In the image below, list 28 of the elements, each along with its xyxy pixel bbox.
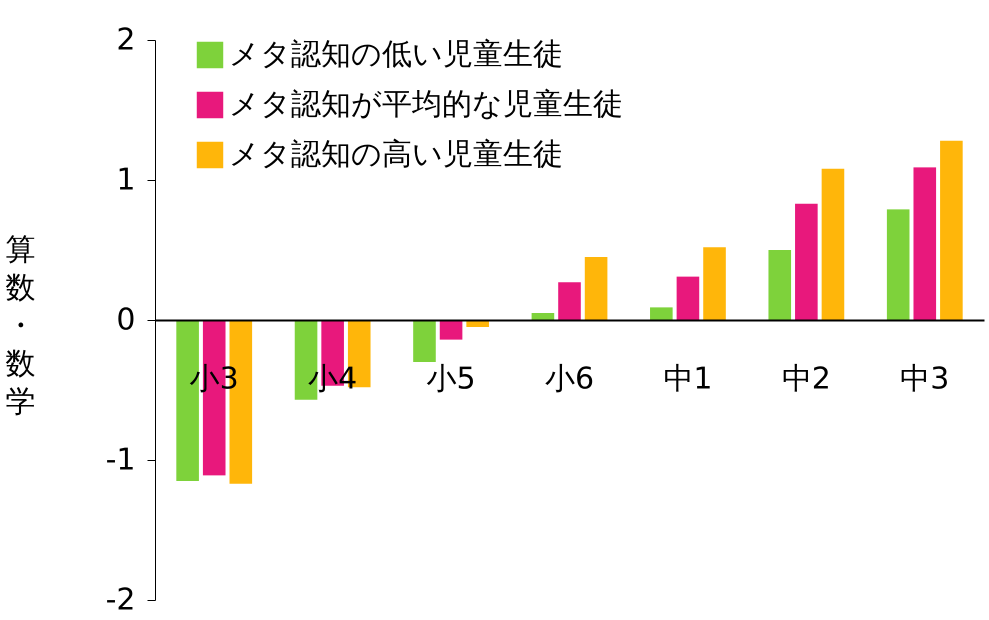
x-tick-label: 中2: [782, 362, 831, 396]
bar: [650, 307, 673, 320]
bar: [676, 276, 700, 320]
y-tick-label: 2: [116, 22, 136, 58]
x-tick-label: 小6: [544, 362, 594, 396]
y-tick-label: 0: [116, 302, 136, 338]
bar: [558, 282, 581, 320]
legend-label: メタ認知の低い児童生徒: [229, 37, 563, 72]
bar: [795, 204, 818, 320]
bar: [822, 168, 844, 320]
bar: [886, 209, 910, 320]
x-tick-label: 小5: [426, 362, 476, 396]
bar: [532, 313, 554, 320]
bar: [584, 257, 608, 320]
y-axis-title: 算数・数学: [6, 232, 36, 420]
x-tick-label: 中1: [663, 362, 712, 396]
y-tick-label: 1: [116, 162, 136, 198]
legend-label: メタ認知が平均的な児童生徒: [229, 87, 623, 122]
bar: [768, 250, 792, 320]
bar: [940, 140, 963, 320]
bar: [703, 247, 726, 320]
bar: [413, 320, 436, 362]
y-tick-label: -1: [106, 442, 136, 478]
y-tick-label: -2: [106, 582, 136, 618]
bar: [440, 320, 462, 340]
legend-label: メタ認知の高い児童生徒: [229, 137, 563, 172]
bar: [913, 167, 936, 320]
x-tick-label: 中3: [900, 362, 950, 396]
